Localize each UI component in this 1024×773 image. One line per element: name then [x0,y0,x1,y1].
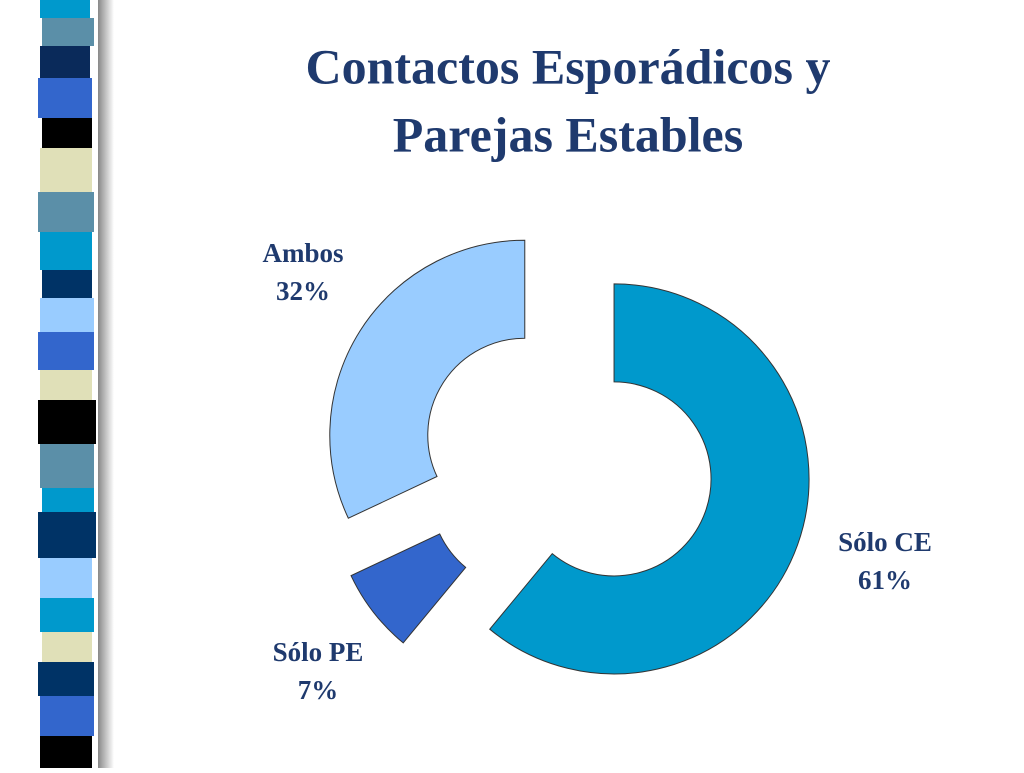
value-label: 61% [858,565,912,595]
value-label: 32% [276,276,330,306]
donut-segment [329,239,526,519]
segment-label: Sólo CE [838,527,932,557]
decorative-stripe [38,0,114,768]
segment-label: Ambos [262,238,343,268]
donut: Sólo CE 61% Sólo PE 7% Ambos 32% [262,238,931,705]
chart-title: Contactos Esporádicos y [305,38,830,94]
chart-title: Parejas Estables [393,106,743,162]
value-label: 7% [298,675,339,705]
donut-segment [350,533,467,644]
segment-label: Sólo PE [273,637,364,667]
donut-segment [489,283,810,675]
